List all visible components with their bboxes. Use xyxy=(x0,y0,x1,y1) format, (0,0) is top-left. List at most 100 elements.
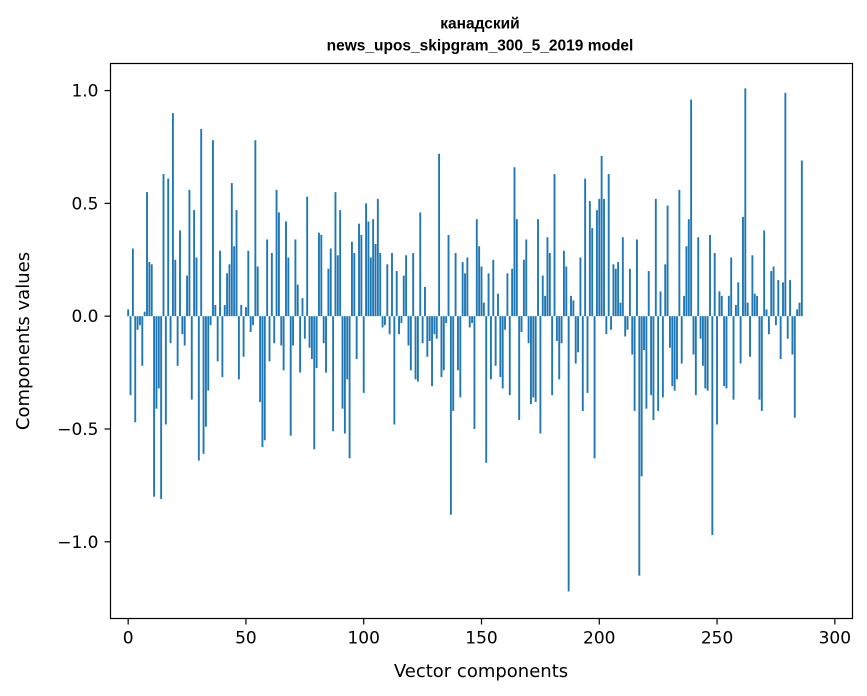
bar xyxy=(143,311,146,317)
y-axis-ticks: −1.0 −0.5 0.0 0.5 1.0 xyxy=(57,82,111,553)
bar xyxy=(567,316,570,592)
bar xyxy=(793,316,796,418)
bar xyxy=(315,316,318,369)
bar xyxy=(537,219,539,317)
bar xyxy=(499,316,502,378)
bar xyxy=(134,316,137,423)
bar xyxy=(588,201,591,317)
bar xyxy=(551,316,554,396)
bar xyxy=(586,316,589,393)
bar xyxy=(454,253,457,317)
bar xyxy=(716,316,718,425)
chart-title-line2: news_upos_skipgram_300_5_2019 model xyxy=(327,38,634,55)
bar xyxy=(327,268,330,317)
bar xyxy=(687,219,690,317)
bar xyxy=(360,234,363,317)
bar xyxy=(610,316,612,330)
bar xyxy=(489,316,492,380)
bar xyxy=(426,316,429,357)
bar xyxy=(772,266,775,317)
x-tick-label: 100 xyxy=(347,629,379,649)
bar xyxy=(560,316,563,344)
bar xyxy=(433,316,436,335)
bar xyxy=(563,250,565,317)
bar xyxy=(775,316,777,326)
bar xyxy=(299,316,302,373)
bar xyxy=(296,284,299,317)
bar xyxy=(548,253,551,317)
bar xyxy=(308,316,311,348)
bar xyxy=(621,237,624,317)
bar xyxy=(393,316,396,425)
bar xyxy=(193,210,196,317)
bar xyxy=(527,316,530,344)
bar xyxy=(438,153,441,317)
bar xyxy=(522,259,525,317)
bar xyxy=(320,234,323,317)
bar xyxy=(318,232,320,317)
bar xyxy=(216,316,219,362)
bar xyxy=(694,316,697,396)
bar xyxy=(136,316,139,330)
bar xyxy=(254,140,257,317)
bar xyxy=(400,316,403,323)
bar xyxy=(183,316,186,346)
bar xyxy=(478,246,481,317)
chart-title-line1: канадский xyxy=(440,16,519,33)
bar xyxy=(664,264,667,317)
bar xyxy=(214,304,217,317)
bar xyxy=(287,257,290,317)
bar xyxy=(704,316,707,389)
bar xyxy=(186,275,188,317)
bar xyxy=(431,316,433,387)
y-axis-label: Components values xyxy=(13,252,34,430)
bar xyxy=(388,316,391,335)
bar xyxy=(659,291,662,317)
bar xyxy=(789,280,792,317)
bar xyxy=(221,316,224,378)
y-tick-label: 0.5 xyxy=(71,194,98,214)
y-tick-label: 0.0 xyxy=(71,307,98,327)
bar xyxy=(697,237,700,317)
bar xyxy=(169,316,172,344)
bar xyxy=(341,316,344,409)
bar xyxy=(739,316,742,364)
bar xyxy=(595,210,598,317)
bar xyxy=(600,156,603,317)
x-tick-label: 50 xyxy=(235,629,257,649)
y-tick-label: 1.0 xyxy=(71,82,98,102)
bar xyxy=(383,316,386,326)
bar xyxy=(758,316,761,400)
bar xyxy=(534,316,537,402)
bar xyxy=(798,302,801,317)
bar xyxy=(252,316,254,326)
bar xyxy=(343,316,346,434)
bar xyxy=(162,174,165,317)
bar xyxy=(607,174,610,317)
bar xyxy=(348,316,351,459)
bar xyxy=(237,316,240,380)
bar xyxy=(725,316,728,389)
bar xyxy=(614,268,617,317)
bar xyxy=(800,160,803,317)
bar xyxy=(673,316,676,391)
bar xyxy=(767,316,770,335)
bar xyxy=(685,246,688,317)
bar xyxy=(520,316,523,332)
bar xyxy=(720,295,723,317)
bar xyxy=(760,316,763,411)
bar xyxy=(381,316,384,328)
bar xyxy=(624,316,627,337)
bar xyxy=(515,219,518,317)
bar xyxy=(709,234,711,317)
bar xyxy=(669,316,671,348)
bar xyxy=(485,316,488,463)
bar xyxy=(414,316,417,380)
bar xyxy=(435,316,438,339)
bar xyxy=(782,282,784,317)
x-axis-label: Vector components xyxy=(394,661,568,682)
bar xyxy=(416,316,419,382)
bar xyxy=(398,316,400,335)
bar xyxy=(282,316,285,371)
